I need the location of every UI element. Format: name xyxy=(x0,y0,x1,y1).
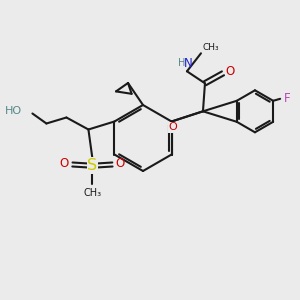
Text: O: O xyxy=(168,122,177,133)
Text: H: H xyxy=(178,58,186,68)
Text: N: N xyxy=(184,57,192,70)
Text: F: F xyxy=(284,92,290,105)
Text: S: S xyxy=(87,158,98,173)
Text: O: O xyxy=(60,157,69,170)
Text: CH₃: CH₃ xyxy=(203,43,219,52)
Text: CH₃: CH₃ xyxy=(83,188,101,199)
Text: O: O xyxy=(116,157,125,170)
Text: HO: HO xyxy=(5,106,22,116)
Text: O: O xyxy=(225,65,235,78)
